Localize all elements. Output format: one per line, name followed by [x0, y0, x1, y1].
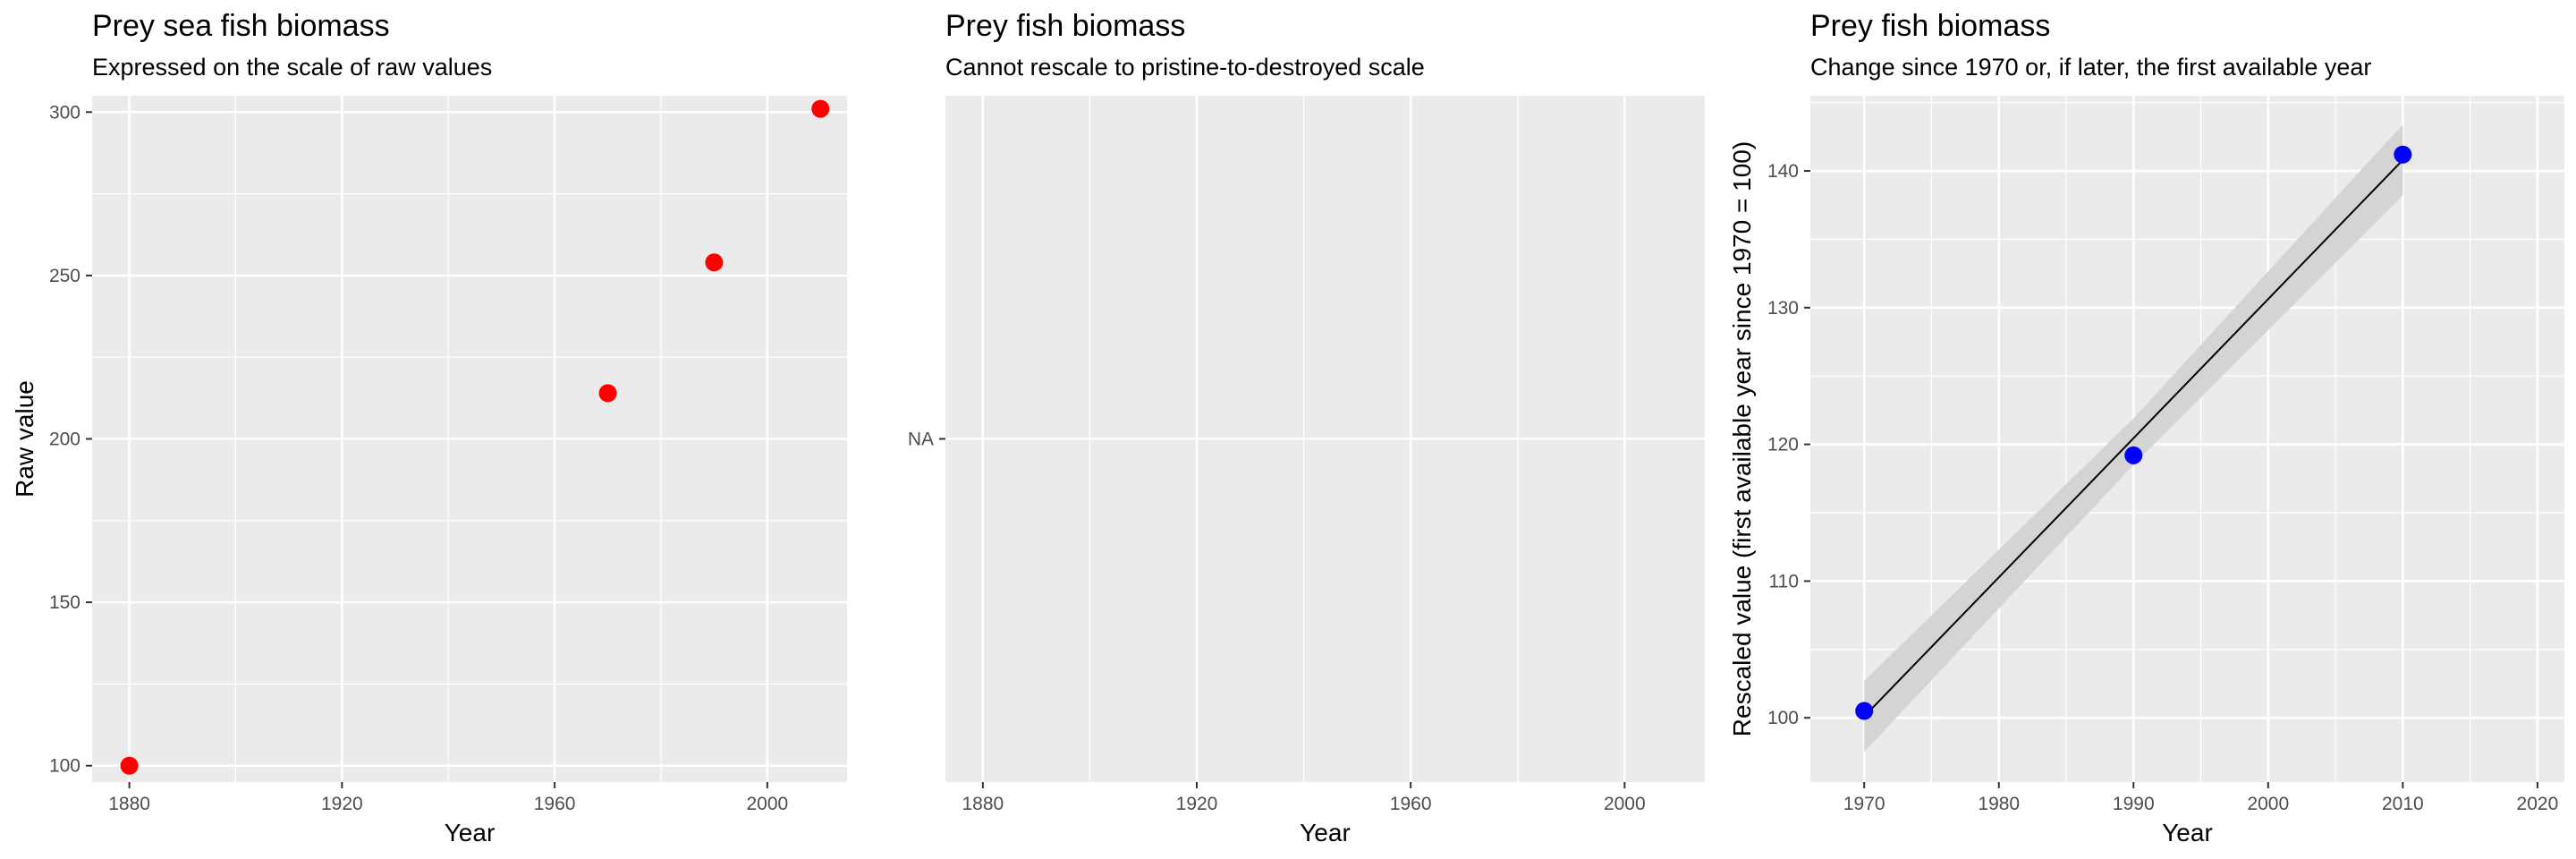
x-axis-title: Year	[1300, 819, 1351, 846]
data-point	[1855, 702, 1874, 720]
y-axis-title: Rescaled value (first available year sin…	[1728, 141, 1756, 736]
trend-line	[1863, 159, 2404, 718]
data-point	[705, 253, 724, 272]
chart-rescaled-svg: Prey fish biomass Change since 1970 or, i…	[1728, 9, 2564, 846]
x-tick-label: 1960	[1390, 794, 1432, 814]
chart-panel-rescaled: Prey fish biomass Change since 1970 or, i…	[1717, 0, 2576, 859]
x-tick-label: 1880	[962, 794, 1004, 814]
y-tick-label: 200	[49, 430, 80, 450]
y-tick-label: 100	[49, 756, 80, 777]
y-axis-title: Raw value	[11, 380, 38, 498]
y-tick-label: 300	[49, 102, 80, 123]
chart-panel-pristine: Prey fish biomass Cannot rescale to prist…	[859, 0, 1717, 859]
data-point	[598, 384, 617, 403]
x-tick-label: 1920	[321, 794, 363, 814]
y-tick-label: 100	[1767, 708, 1799, 728]
y-tick-label: 150	[49, 592, 80, 613]
y-tick-label: 120	[1767, 435, 1799, 455]
x-tick-label: 2000	[746, 794, 788, 814]
x-tick-label: 1970	[1843, 794, 1885, 814]
data-point	[2124, 446, 2143, 464]
grid-lines	[92, 96, 847, 782]
data-point	[2394, 145, 2412, 164]
x-tick-label: 2000	[1604, 794, 1646, 814]
chart-title: Prey fish biomass	[945, 9, 1185, 43]
x-tick-label: 2010	[2382, 794, 2424, 814]
chart-subtitle: Expressed on the scale of raw values	[92, 54, 492, 81]
chart-title: Prey fish biomass	[1810, 9, 2050, 43]
x-axis-title: Year	[445, 819, 496, 846]
x-tick-label: 1990	[2113, 794, 2155, 814]
chart-pristine-svg: Prey fish biomass Cannot rescale to prist…	[908, 9, 1705, 846]
chart-raw-svg: Prey sea fish biomass Expressed on the sc…	[11, 9, 847, 846]
x-tick-label: 1960	[534, 794, 576, 814]
x-tick-label: 1880	[108, 794, 150, 814]
chart-panel-raw: Prey sea fish biomass Expressed on the sc…	[0, 0, 859, 859]
data-point	[811, 99, 830, 118]
grid-lines	[945, 96, 1705, 782]
chart-subtitle: Change since 1970 or, if later, the firs…	[1810, 54, 2371, 81]
chart-title: Prey sea fish biomass	[92, 9, 390, 43]
data-point	[120, 756, 139, 775]
x-tick-label: 2020	[2517, 794, 2559, 814]
y-tick-label: 130	[1767, 298, 1799, 319]
y-tick-label: NA	[908, 430, 934, 450]
x-tick-label: 2000	[2247, 794, 2289, 814]
x-tick-label: 1920	[1176, 794, 1218, 814]
x-tick-label: 1980	[1978, 794, 2020, 814]
y-tick-label: 110	[1769, 571, 1799, 591]
y-tick-label: 250	[49, 266, 80, 286]
chart-subtitle: Cannot rescale to pristine-to-destroyed …	[945, 54, 1425, 81]
y-tick-label: 140	[1767, 161, 1799, 182]
x-axis-title: Year	[2162, 819, 2213, 846]
grid-lines	[1810, 96, 2564, 782]
